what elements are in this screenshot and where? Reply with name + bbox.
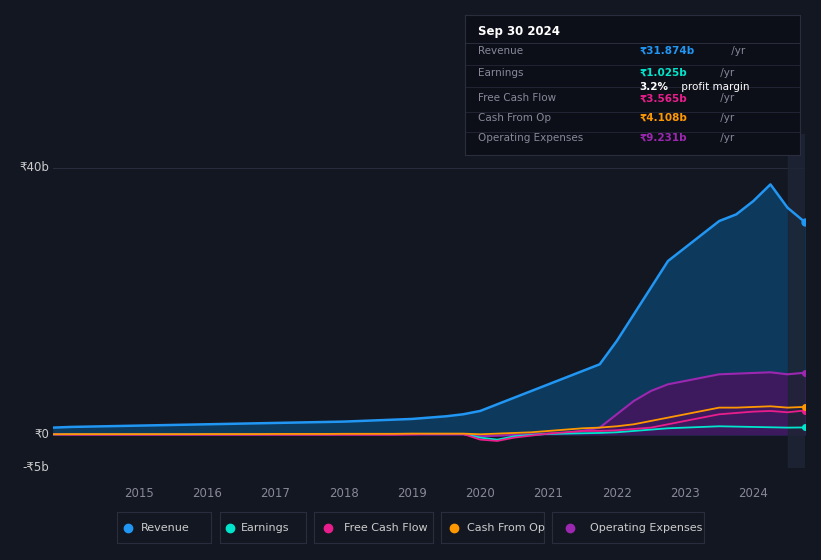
Text: ₹0: ₹0 [34,428,49,441]
Text: Free Cash Flow: Free Cash Flow [479,94,557,104]
Text: profit margin: profit margin [677,82,750,92]
Text: /yr: /yr [717,133,734,143]
Text: Operating Expenses: Operating Expenses [590,523,703,533]
Text: /yr: /yr [717,113,734,123]
Text: 2020: 2020 [466,487,495,500]
Text: Revenue: Revenue [479,46,524,56]
Text: -₹5b: -₹5b [22,461,49,474]
Text: Operating Expenses: Operating Expenses [479,133,584,143]
Text: Revenue: Revenue [140,523,190,533]
Text: Free Cash Flow: Free Cash Flow [344,523,428,533]
Text: 2024: 2024 [738,487,768,500]
Text: 2017: 2017 [260,487,291,500]
Text: Cash From Op: Cash From Op [479,113,552,123]
Text: 2023: 2023 [670,487,700,500]
Text: /yr: /yr [717,94,734,104]
Text: 2022: 2022 [602,487,631,500]
Text: ₹40b: ₹40b [20,161,49,174]
Text: Earnings: Earnings [479,68,524,78]
Text: 2016: 2016 [192,487,222,500]
Text: Cash From Op: Cash From Op [467,523,545,533]
Text: 2015: 2015 [124,487,154,500]
Text: ₹9.231b: ₹9.231b [640,133,687,143]
Bar [787,134,805,468]
Text: Sep 30 2024: Sep 30 2024 [479,25,561,38]
Text: ₹3.565b: ₹3.565b [640,94,687,104]
Text: /yr: /yr [717,68,734,78]
Text: ₹4.108b: ₹4.108b [640,113,687,123]
Text: 2021: 2021 [534,487,563,500]
Text: ₹1.025b: ₹1.025b [640,68,687,78]
Text: Earnings: Earnings [241,523,290,533]
Text: 3.2%: 3.2% [640,82,668,92]
Text: /yr: /yr [727,46,745,56]
Text: ₹31.874b: ₹31.874b [640,46,695,56]
Text: 2018: 2018 [328,487,359,500]
Text: 2019: 2019 [397,487,427,500]
